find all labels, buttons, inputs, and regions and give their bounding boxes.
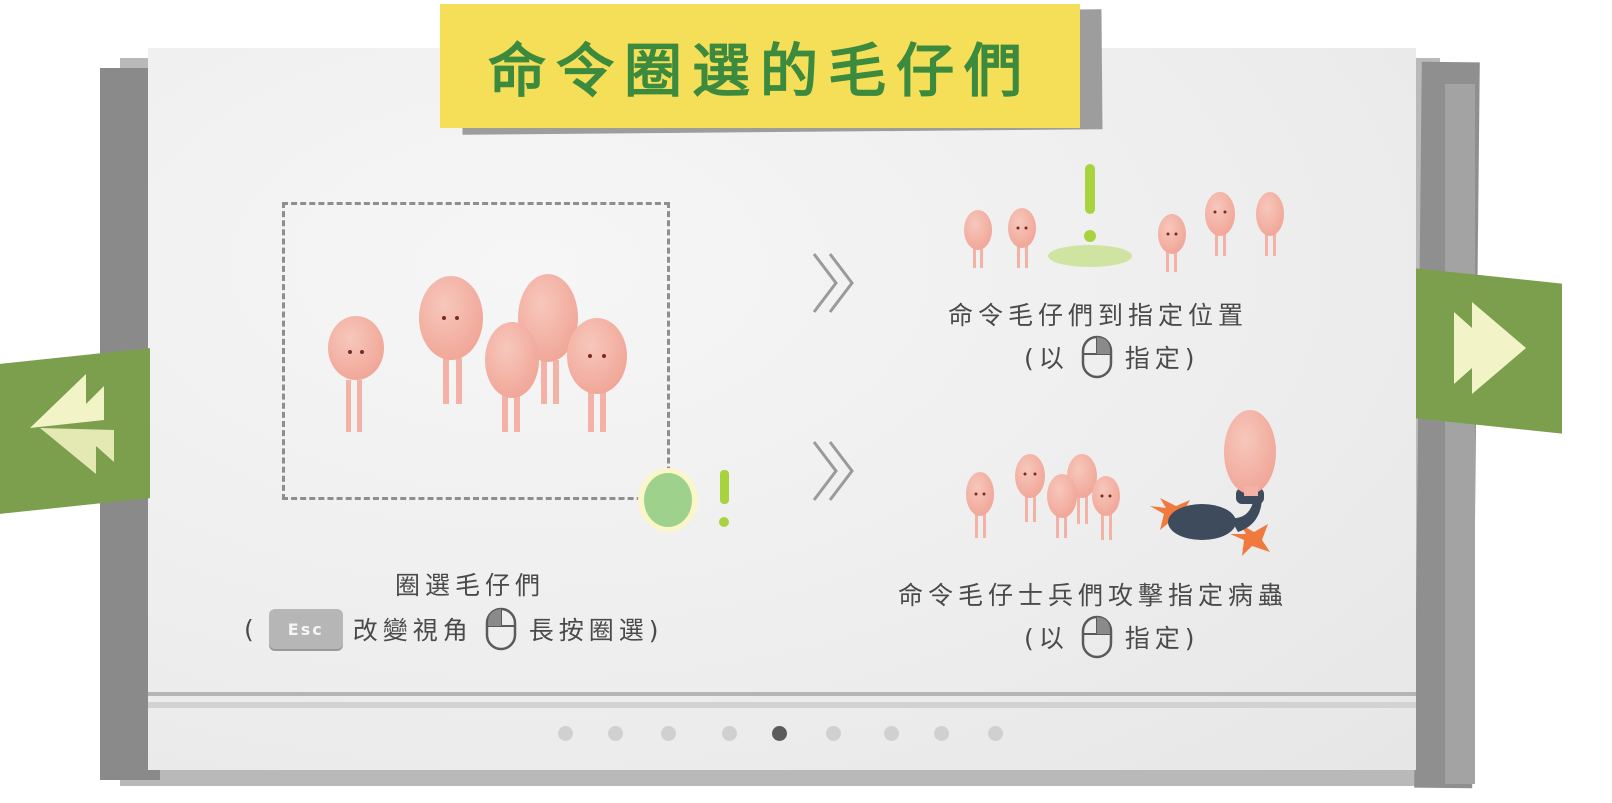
title-banner: 命令圈選的毛仔們	[440, 4, 1080, 128]
page-title: 命令圈選的毛仔們	[487, 37, 1032, 105]
hint-specify: 指定)	[1124, 624, 1200, 653]
hint-specify: 指定)	[1124, 344, 1200, 373]
chevron-double-right-icon	[812, 441, 854, 501]
step-move-hint: (以 指定)	[1024, 334, 1200, 380]
page-dot[interactable]	[884, 726, 899, 741]
double-arrow-left-icon	[30, 374, 114, 474]
page-dot[interactable]	[826, 726, 841, 741]
step-select-hint: ( Esc 改變視角 長按圈選)	[244, 606, 664, 652]
hint-with: (以	[1024, 344, 1069, 373]
double-arrow-right-icon	[1454, 302, 1526, 394]
page-dot[interactable]	[661, 726, 676, 741]
divider	[148, 702, 1416, 708]
step-attack-hint: (以 指定)	[1024, 614, 1200, 660]
chevron-double-right-icon	[812, 253, 854, 313]
hint-open-paren: (	[244, 614, 259, 644]
pagination-dots	[0, 726, 1612, 744]
page-dot[interactable]	[934, 726, 949, 741]
flow-arrow-bottom-icon	[810, 438, 858, 513]
esc-key-icon: Esc	[268, 609, 343, 649]
page-dot[interactable]	[722, 726, 737, 741]
step-attack-label: 命令毛仔士兵們攻擊指定病蟲	[898, 581, 1289, 610]
page-dot[interactable]	[772, 726, 787, 741]
page-dot[interactable]	[988, 726, 1003, 741]
hint-change-view: 改變視角	[352, 616, 473, 645]
mouse-right-click-icon	[1081, 615, 1113, 659]
flow-arrow-top-icon	[810, 250, 858, 325]
prev-page-button[interactable]	[0, 348, 150, 514]
hint-long-press-select: 長按圈選)	[528, 616, 664, 645]
hint-with: (以	[1024, 624, 1069, 653]
page-dot[interactable]	[558, 726, 573, 741]
next-page-button[interactable]	[1416, 268, 1566, 438]
selection-rectangle	[282, 202, 670, 500]
step-move-label: 命令毛仔們到指定位置	[948, 301, 1249, 330]
paper-stack-shadow-right-inner	[1445, 84, 1475, 784]
page-dot[interactable]	[608, 726, 623, 741]
mouse-left-click-icon	[485, 607, 517, 651]
mouse-right-click-icon	[1081, 335, 1113, 379]
step-select-label: 圈選毛仔們	[395, 571, 546, 600]
divider	[148, 692, 1416, 696]
